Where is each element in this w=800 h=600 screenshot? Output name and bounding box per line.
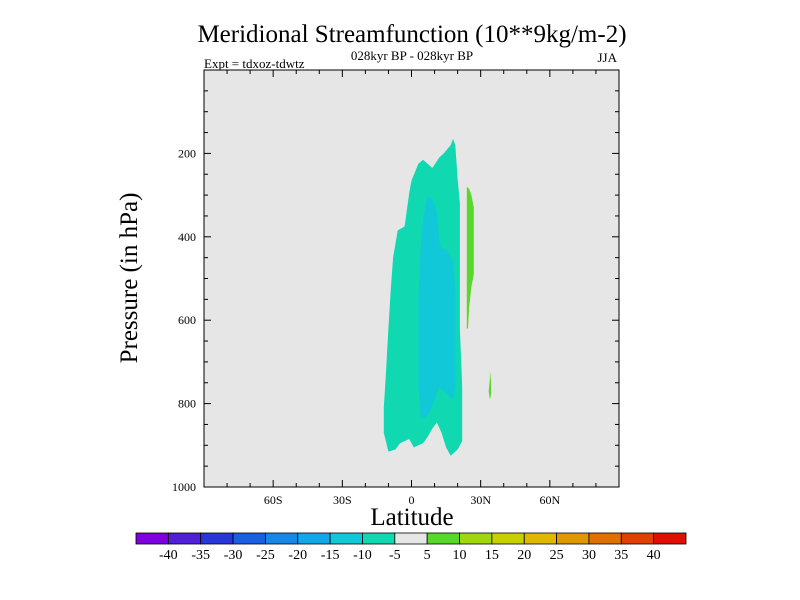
contour-region-2 bbox=[466, 186, 474, 329]
colorbar-label: -25 bbox=[256, 548, 275, 563]
x-tick-label: 30S bbox=[333, 493, 352, 507]
colorbar-swatch bbox=[394, 532, 428, 545]
chart-subtitle-left: Expt = tdxoz-tdwtz bbox=[204, 56, 305, 71]
contour-region-1 bbox=[418, 195, 456, 419]
colorbar-swatch bbox=[426, 532, 460, 545]
colorbar-swatch bbox=[459, 532, 493, 545]
colorbar-label: 25 bbox=[550, 548, 564, 563]
y-tick-label: 600 bbox=[178, 313, 196, 327]
colorbar-swatch bbox=[523, 532, 557, 545]
colorbar-swatch bbox=[200, 532, 234, 545]
colorbar-label: 10 bbox=[453, 548, 467, 563]
x-axis-label: Latitude bbox=[370, 504, 453, 531]
colorbar-label: 20 bbox=[517, 548, 531, 563]
colorbar-label: 5 bbox=[424, 548, 431, 563]
y-tick-label: 200 bbox=[178, 146, 196, 160]
colorbar-label: 30 bbox=[582, 548, 596, 563]
colorbar-swatch bbox=[297, 532, 331, 545]
colorbar-swatch bbox=[491, 532, 525, 545]
chart-subtitle-center: 028kyr BP - 028kyr BP bbox=[351, 48, 473, 63]
colorbar-swatch bbox=[329, 532, 363, 545]
colorbar-swatch bbox=[556, 532, 590, 545]
y-tick-label: 800 bbox=[178, 397, 196, 411]
colorbar-swatch bbox=[653, 532, 687, 545]
colorbar-swatch bbox=[167, 532, 202, 545]
colorbar-label: -10 bbox=[353, 548, 372, 563]
colorbar-swatch bbox=[135, 532, 169, 545]
colorbar-label: -30 bbox=[224, 548, 243, 563]
colorbar-label: 35 bbox=[614, 548, 628, 563]
colorbar-swatch bbox=[232, 532, 266, 545]
chart-subtitle-right: JJA bbox=[597, 50, 617, 65]
y-tick-label: 1000 bbox=[172, 480, 196, 494]
chart-title: Meridional Streamfunction (10**9kg/m-2) bbox=[197, 21, 626, 48]
y-axis-label: Pressure (in hPa) bbox=[116, 193, 143, 364]
colorbar-swatch bbox=[620, 532, 655, 545]
x-tick-label: 0 bbox=[409, 493, 415, 507]
colorbar-swatch bbox=[265, 532, 299, 545]
colorbar-label: 15 bbox=[485, 548, 499, 563]
plot-area: 60S 30S 0 30N 60N 200 400 600 800 1000 bbox=[172, 69, 620, 507]
colorbar-label: -15 bbox=[321, 548, 340, 563]
colorbar: -40 -35 -30 -25 -20 -15 -10 -5 5 10 15 20 25 30 35 40 bbox=[135, 532, 687, 563]
colorbar-label: -20 bbox=[288, 548, 307, 563]
colorbar-label: -5 bbox=[389, 548, 401, 563]
x-tick-label: 60S bbox=[264, 493, 283, 507]
colorbar-swatch bbox=[362, 532, 396, 545]
contour-region-3 bbox=[488, 370, 491, 400]
colorbar-label: -35 bbox=[191, 548, 210, 563]
y-tick-label: 400 bbox=[178, 230, 196, 244]
colorbar-label: 40 bbox=[647, 548, 661, 563]
x-tick-label: 30N bbox=[470, 493, 491, 507]
x-tick-label: 60N bbox=[539, 493, 560, 507]
colorbar-label: -40 bbox=[159, 548, 178, 563]
colorbar-swatch bbox=[588, 532, 622, 545]
